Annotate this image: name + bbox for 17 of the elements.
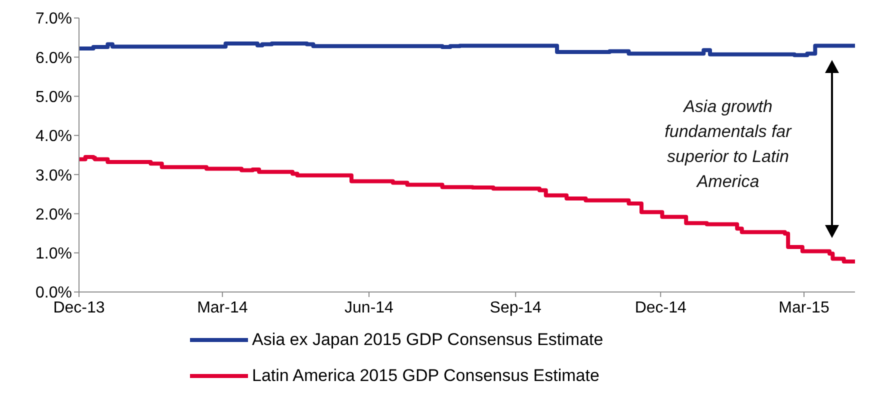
x-tick-label: Sep-14 (490, 299, 542, 316)
x-tick-label: Jun-14 (344, 299, 394, 316)
y-tick-label: 5.0% (36, 88, 72, 106)
legend-label: Asia ex Japan 2015 GDP Consensus Estimate (252, 330, 604, 350)
y-tick-label: 7.0% (36, 10, 72, 28)
x-tick-label: Dec-13 (53, 299, 105, 316)
x-tick-label: Dec-14 (634, 299, 686, 316)
y-tick-label: 0.0% (36, 284, 72, 302)
x-tick-label: Mar-14 (197, 299, 248, 316)
annotation: Asia growth fundamentals far superior to Latin America (664, 96, 793, 193)
y-tick-label: 3.0% (36, 167, 72, 184)
y-tick-label: 1.0% (36, 246, 72, 263)
y-tick-label: 6.0% (36, 50, 72, 67)
y-tick-label: 2.0% (36, 206, 72, 224)
legend-label: Latin America 2015 GDP Consensus Estimate (252, 366, 600, 386)
y-tick-label: 4.0% (36, 128, 72, 146)
x-tick-label: Mar-15 (778, 299, 830, 316)
